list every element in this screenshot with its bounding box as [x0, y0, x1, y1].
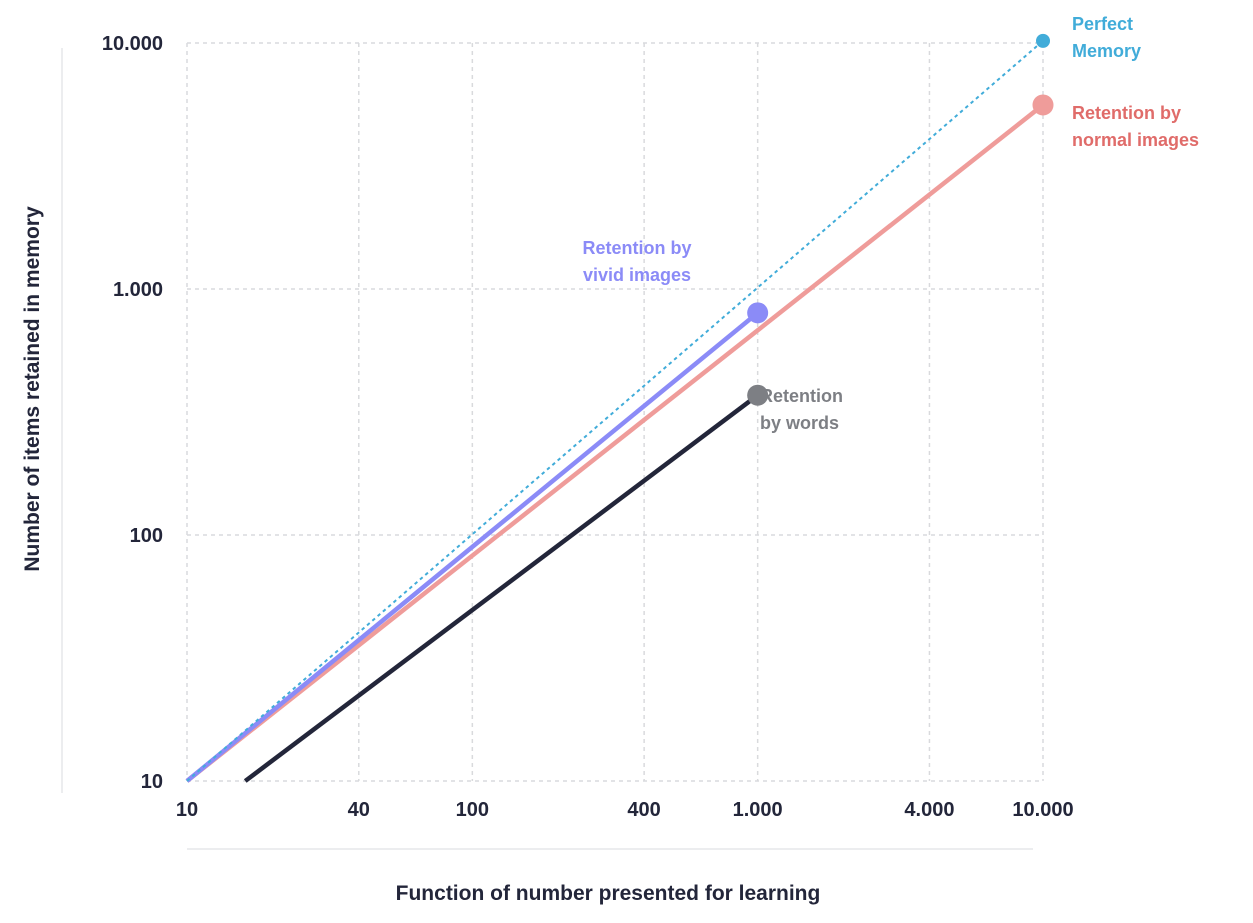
- x-tick-label: 40: [348, 799, 370, 821]
- series-label-vivid: Retention by vivid images: [582, 238, 691, 285]
- x-axis-title: Function of number presented for learnin…: [396, 882, 821, 905]
- x-tick-label: 1.000: [733, 799, 783, 821]
- y-tick-label: 100: [130, 525, 163, 547]
- x-tick-label: 10: [176, 799, 198, 821]
- series-labels: Retention by words Retention by normal imag…: [582, 14, 1199, 433]
- x-tick-label: 100: [456, 799, 489, 821]
- series-label-words: Retention by words: [760, 386, 843, 433]
- y-tick-label: 10.000: [102, 33, 163, 55]
- marker-group: [747, 33, 1054, 406]
- series-end-marker-vivid: [747, 302, 769, 324]
- x-tick-label: 400: [627, 799, 660, 821]
- grid: [186, 42, 1044, 782]
- series-end-marker-normal: [1032, 94, 1054, 116]
- x-tick-label: 10.000: [1012, 799, 1073, 821]
- series-group: [185, 40, 1045, 783]
- y-axis-title: Number of items retained in memory: [21, 206, 44, 572]
- x-tick-label: 4.000: [904, 799, 954, 821]
- tick-labels: 10 40 100 400 1.000 4.000 10.000 10 100 1.000 10.0…: [102, 33, 1074, 821]
- series-end-marker-perfect: [1036, 33, 1050, 48]
- series-label-perfect: Perfect Memory: [1072, 14, 1141, 61]
- series-line-perfect: [186, 40, 1044, 782]
- y-tick-label: 1.000: [113, 279, 163, 301]
- y-tick-label: 10: [141, 771, 163, 793]
- series-label-normal: Retention by normal images: [1072, 103, 1199, 150]
- series-end-marker-words: [747, 384, 769, 406]
- series-line-words: [243, 393, 760, 783]
- series-line-vivid: [185, 311, 760, 783]
- series-line-normal: [185, 103, 1045, 783]
